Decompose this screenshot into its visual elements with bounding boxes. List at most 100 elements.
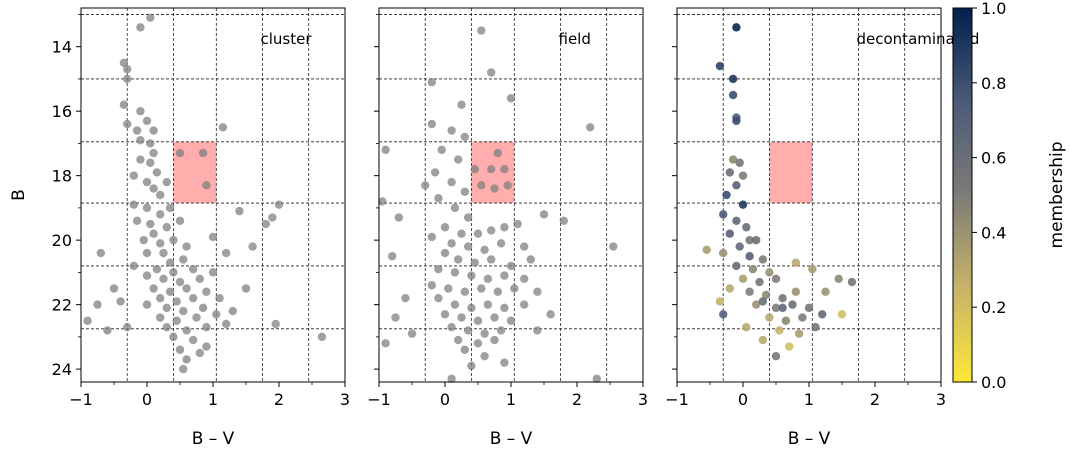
data-point	[781, 316, 791, 325]
data-point	[427, 77, 436, 87]
data-point	[159, 248, 168, 258]
data-point	[539, 210, 549, 219]
data-point	[847, 277, 857, 287]
data-point	[139, 235, 148, 245]
colorbar: 0.0 0.2 0.4 0.6 0.8 1.0 membership	[952, 0, 1067, 392]
data-point	[477, 181, 486, 190]
data-point	[427, 232, 436, 242]
data-point	[821, 287, 830, 296]
y-tick-label: 18	[52, 167, 72, 186]
data-point	[477, 26, 486, 35]
data-point	[434, 194, 443, 203]
data-point	[496, 326, 506, 335]
data-point	[447, 177, 456, 187]
data-point	[434, 293, 443, 303]
data-point	[195, 274, 204, 284]
panel-label: decontaminated	[857, 30, 980, 48]
data-point	[771, 274, 781, 284]
data-point	[728, 90, 738, 100]
x-tick-label: 1	[804, 390, 814, 409]
data-point	[378, 197, 387, 206]
data-point	[738, 274, 748, 284]
data-point	[487, 68, 496, 77]
data-point	[738, 171, 748, 180]
data-point	[788, 300, 797, 309]
data-point	[132, 126, 142, 135]
data-point	[818, 310, 827, 319]
data-point	[745, 287, 754, 296]
x-axis-title: B – V	[490, 429, 533, 449]
data-point	[444, 284, 453, 293]
data-point	[837, 310, 847, 319]
data-point	[165, 287, 175, 296]
data-point	[778, 303, 787, 313]
data-point	[454, 155, 463, 164]
data-point	[457, 229, 466, 238]
data-point	[172, 316, 181, 325]
data-point	[218, 123, 228, 132]
data-point	[732, 116, 741, 126]
data-point	[454, 335, 463, 345]
data-point	[500, 358, 509, 367]
data-point	[447, 322, 456, 332]
data-point	[401, 293, 410, 303]
data-point	[450, 300, 460, 309]
x-tick-label: 2	[274, 390, 284, 409]
data-point	[791, 258, 800, 267]
data-point	[771, 352, 781, 361]
data-point	[732, 261, 741, 271]
data-point	[202, 181, 211, 190]
data-point	[473, 339, 483, 348]
data-point	[506, 316, 516, 325]
data-point	[467, 303, 476, 313]
data-point	[119, 58, 129, 68]
data-point	[123, 74, 132, 84]
data-point	[142, 116, 152, 126]
data-point	[447, 126, 456, 135]
data-point	[149, 284, 158, 293]
data-point	[189, 335, 198, 345]
y-tick-label: 20	[52, 231, 72, 250]
data-point	[467, 271, 476, 280]
colorbar-tick-label: 0.2	[981, 298, 1006, 317]
colorbar-tick-label: 0.4	[981, 223, 1006, 242]
data-point	[146, 139, 155, 148]
data-point	[811, 322, 820, 332]
data-point	[123, 322, 132, 332]
data-point	[152, 168, 162, 177]
y-tick-label: 14	[52, 38, 72, 57]
y-tick-label: 16	[52, 102, 72, 121]
data-point	[715, 61, 725, 71]
data-point	[83, 316, 92, 325]
data-point	[175, 148, 185, 158]
data-point	[460, 187, 469, 196]
data-point	[182, 355, 191, 364]
colorbar-tick-label: 0.0	[981, 373, 1006, 392]
x-tick-label: −1	[69, 390, 93, 409]
y-axis-title: B	[9, 189, 29, 201]
data-point	[202, 287, 211, 296]
data-point	[506, 261, 516, 271]
data-point	[457, 100, 466, 109]
data-point	[454, 255, 463, 264]
data-point	[146, 219, 155, 229]
data-point	[119, 100, 129, 109]
data-point	[165, 203, 175, 213]
panel-cluster: −1 0 1 2 3 14 16 18 20 22 24 cluster B – V B	[9, 7, 350, 449]
data-point	[493, 287, 502, 296]
data-point	[146, 13, 155, 22]
data-point	[533, 287, 542, 296]
data-point	[172, 297, 181, 306]
data-point	[765, 313, 774, 322]
data-point	[198, 303, 208, 313]
data-point	[738, 200, 748, 209]
data-point	[228, 306, 237, 316]
data-point	[146, 158, 155, 167]
data-point	[175, 277, 185, 287]
data-point	[136, 155, 145, 164]
data-point	[719, 310, 728, 319]
data-point	[765, 268, 774, 277]
data-point	[447, 239, 456, 248]
data-point	[748, 264, 758, 274]
data-point	[477, 284, 486, 293]
